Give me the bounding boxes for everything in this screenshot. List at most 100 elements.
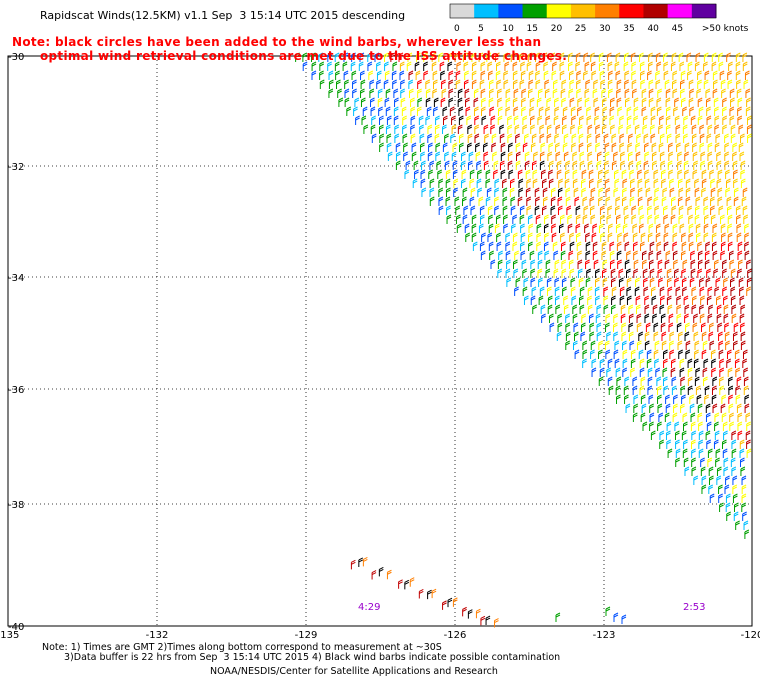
wind-barb (706, 115, 712, 125)
wind-barb (605, 313, 611, 323)
wind-barb (715, 277, 721, 287)
wind-barb (699, 133, 705, 143)
wind-barb (630, 178, 635, 188)
wind-barb (540, 304, 546, 314)
footer-credit: NOAA/NESDIS/Center for Satellite Applica… (210, 666, 498, 677)
wind-barb (539, 124, 545, 134)
wind-barb (449, 106, 455, 116)
wind-barb (465, 106, 471, 116)
wind-barb (592, 223, 598, 233)
wind-barb (706, 133, 712, 143)
wind-barb (681, 241, 687, 251)
wind-barb (692, 169, 698, 179)
wind-barb (432, 70, 438, 80)
latitude-labels: -30-32-34-36-38-40 (8, 52, 24, 633)
wind-barb (739, 286, 744, 296)
wind-barb (610, 124, 615, 134)
wind-barb (473, 97, 479, 107)
wind-barb (692, 142, 697, 152)
wind-barb (337, 88, 342, 98)
wind-barb (455, 205, 461, 215)
wind-barb (731, 313, 737, 323)
wind-barb (717, 169, 723, 179)
wind-barb (582, 196, 588, 206)
wind-barb (485, 196, 491, 206)
wind-barb (505, 97, 511, 107)
wind-barb (717, 196, 723, 206)
wind-barb (615, 367, 621, 377)
wind-barb (698, 421, 703, 431)
wind-barb (547, 304, 553, 314)
wind-barb (685, 196, 691, 206)
wind-barb (733, 502, 739, 512)
wind-barb (609, 259, 615, 269)
wind-barb (674, 277, 679, 287)
wind-barb (703, 79, 709, 89)
wind-barb (656, 241, 662, 251)
wind-barb (657, 421, 662, 431)
wind-barb (579, 160, 585, 170)
wind-barb (631, 214, 637, 224)
wind-barb (500, 151, 506, 161)
wind-barb (414, 169, 419, 179)
wind-barb (611, 160, 617, 170)
wind-barb (369, 79, 375, 89)
wind-barb (587, 295, 592, 305)
wind-barb (503, 79, 509, 89)
wind-barb (623, 232, 629, 242)
wind-barb (701, 322, 706, 332)
wind-barb (520, 223, 525, 233)
wind-barb (360, 88, 365, 98)
wind-barb (738, 124, 744, 134)
wind-barb (613, 187, 619, 197)
wind-barb (644, 340, 650, 350)
wind-barb (647, 205, 652, 215)
colorbar-tick: 40 (647, 24, 659, 34)
wind-barb (633, 97, 639, 107)
wind-barb (685, 349, 691, 359)
wind-barb (679, 223, 685, 233)
wind-barb (705, 412, 711, 422)
wind-barb (473, 106, 479, 116)
wind-barb (639, 61, 645, 71)
longitude-labels: -135-132-129-126-123-120 (0, 630, 760, 641)
wind-barb (616, 88, 621, 98)
wind-barb (614, 169, 619, 179)
wind-barb (384, 52, 389, 62)
wind-barb (417, 97, 423, 107)
wind-barb (720, 403, 726, 413)
wind-barb (567, 223, 573, 233)
wind-barb (555, 124, 561, 134)
wind-barb (530, 295, 536, 305)
wind-barb (723, 304, 729, 314)
wind-barb (471, 70, 477, 80)
wind-barb (420, 142, 425, 152)
wind-barb (730, 97, 735, 107)
wind-barb (724, 322, 729, 332)
wind-barb (722, 439, 727, 449)
wind-barb (727, 367, 733, 377)
wind-barb (726, 358, 731, 368)
wind-barb (579, 151, 585, 161)
wind-barb (546, 277, 552, 287)
wind-barb (558, 178, 563, 188)
wind-barb (666, 295, 672, 305)
wind-barb (454, 52, 460, 62)
wind-barb (527, 232, 533, 242)
wind-barb (727, 223, 733, 233)
wind-barb (656, 376, 662, 386)
wind-barb (532, 304, 537, 314)
wind-barb (571, 133, 577, 143)
wind-barb (463, 61, 469, 71)
wind-barb (571, 295, 577, 305)
wind-barb (611, 133, 617, 143)
wind-barb (714, 115, 720, 125)
wind-barb (539, 151, 545, 161)
wind-barb (742, 349, 748, 359)
wind-barb (682, 286, 687, 296)
wind-barb (658, 277, 663, 287)
wind-barb (664, 223, 670, 233)
footer-note-1: Note: 1) Times are GMT 2)Times along bot… (42, 642, 442, 653)
wind-barb (376, 70, 382, 80)
wind-barb (691, 124, 697, 134)
